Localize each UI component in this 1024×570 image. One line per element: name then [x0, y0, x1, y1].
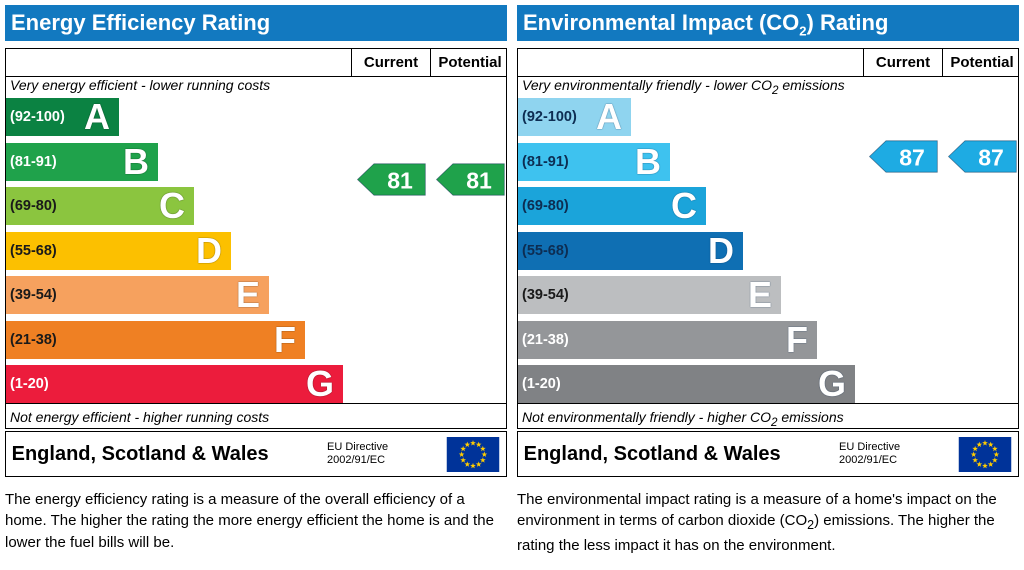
- svg-text:81: 81: [466, 168, 492, 194]
- svg-text:87: 87: [978, 145, 1004, 171]
- svg-text:81: 81: [387, 168, 413, 194]
- svg-text:87: 87: [899, 145, 925, 171]
